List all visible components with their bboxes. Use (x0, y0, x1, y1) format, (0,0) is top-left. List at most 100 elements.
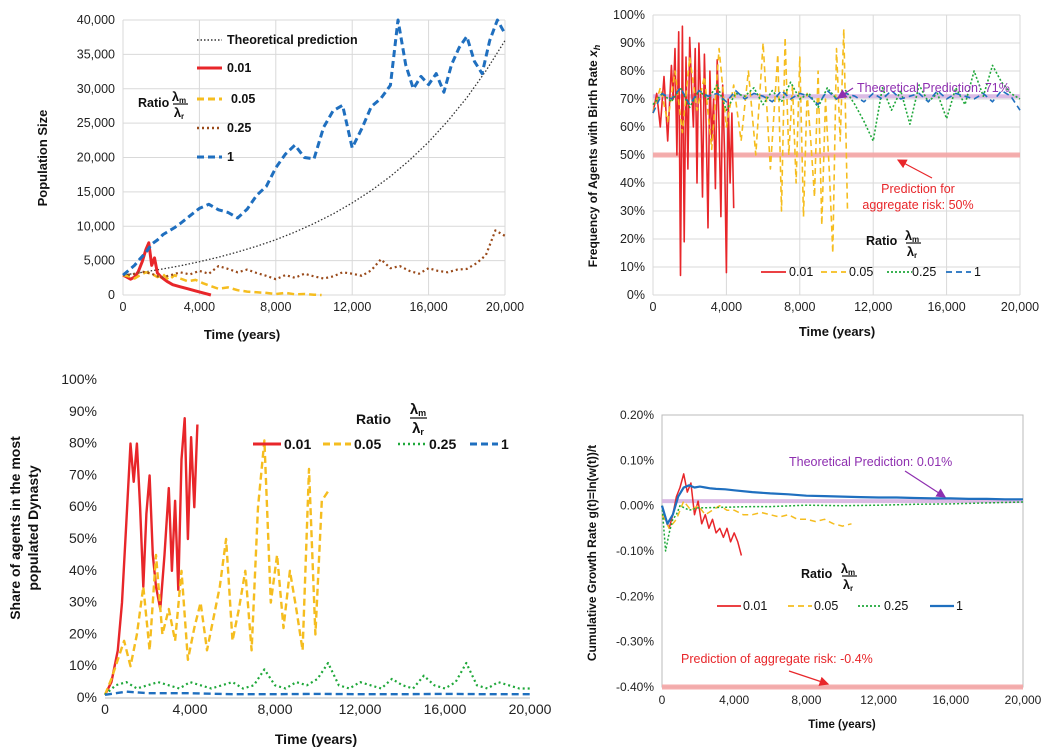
legend-label-025: 0.25 (884, 599, 908, 613)
legend-label-025: 0.25 (912, 265, 936, 279)
y-tick-label: -0.20% (616, 589, 654, 603)
y-tick-label: 20% (69, 625, 97, 641)
legend: Ratio λm λr 0.01 0.05 0.25 1 (253, 401, 509, 452)
legend-label-001: 0.01 (227, 61, 251, 75)
y-tick-label: 30% (69, 594, 97, 610)
legend-label-001: 0.01 (284, 436, 311, 452)
legend-label-025: 0.25 (429, 436, 456, 452)
y-tick-label: 0.20% (620, 408, 654, 422)
x-axis-label: Time (years) (799, 324, 875, 339)
x-tick-label: 8,000 (260, 300, 291, 314)
y-tick-label: 70% (69, 466, 97, 482)
y-tick-label: 0% (77, 689, 97, 705)
x-tick-label: 16,000 (927, 300, 965, 314)
x-tick-label: 0 (101, 701, 109, 717)
x-tick-label: 16,000 (932, 693, 969, 707)
series-line-025 (122, 229, 506, 281)
svg-text:λm: λm (905, 228, 919, 244)
x-tick-label: 12,000 (333, 300, 371, 314)
series-line-005 (122, 271, 322, 297)
y-tick-label: 90% (69, 403, 97, 419)
x-tick-label: 12,000 (860, 693, 897, 707)
svg-text:λm: λm (410, 401, 426, 418)
legend: Theoretical prediction 0.01 0.05 0.25 1 … (138, 33, 358, 164)
y-tick-label: 15,000 (77, 185, 115, 199)
x-tick-label: 16,000 (409, 300, 447, 314)
x-tick-label: 20,000 (1005, 693, 1042, 707)
legend-label-005: 0.05 (231, 92, 255, 106)
legend-label-1: 1 (501, 436, 509, 452)
x-tick-label: 8,000 (784, 300, 815, 314)
x-tick-label: 20,000 (486, 300, 524, 314)
svg-text:λm: λm (172, 89, 186, 105)
annotation-arrow-aggregate (788, 670, 830, 686)
annotation-theory: Theoretical Prediction: 0.01% (789, 455, 952, 469)
series-line-1 (104, 690, 530, 696)
svg-text:λm: λm (841, 561, 855, 577)
svg-text:λr: λr (412, 420, 424, 437)
svg-text:λr: λr (843, 577, 853, 593)
x-axis-label: Time (years) (808, 719, 876, 731)
x-tick-label: 12,000 (339, 701, 382, 717)
y-axis-label: Cumulative Growth Rate g(t)=ln(w(t))/t (585, 445, 599, 661)
frequency-panel: 0% 10% 20% 30% 40% 50% 60% 70% 80% 90% 100% 0 4,000 8… (586, 8, 1039, 339)
y-tick-label: 50% (620, 148, 645, 162)
legend-label-1: 1 (227, 150, 234, 164)
legend-label-001: 0.01 (743, 599, 767, 613)
y-tick-label: 10% (620, 260, 645, 274)
legend: Ratio λm λr 0.01 0.05 0.25 1 (761, 228, 981, 279)
growth-panel: 0.20% 0.10% 0.00% -0.10% -0.20% -0.30% -0.40% 0… (585, 408, 1042, 731)
series-line-1 (122, 18, 507, 277)
x-tick-label: 0 (120, 300, 127, 314)
ratio-fraction: λm λr (410, 401, 427, 437)
y-tick-label: 40,000 (77, 13, 115, 27)
x-axis-label: Time (years) (275, 731, 357, 747)
legend-label-theory: Theoretical prediction (227, 33, 358, 47)
series-line-001 (122, 241, 212, 297)
y-tick-label: 80% (620, 64, 645, 78)
series-line-001 (652, 25, 735, 277)
series-line-1 (652, 87, 1021, 114)
x-tick-label: 4,000 (184, 300, 215, 314)
annotation-arrow-theory (904, 470, 947, 498)
x-tick-label: 20,000 (1001, 300, 1039, 314)
y-tick-label: 70% (620, 92, 645, 106)
legend-title: Ratio (801, 567, 833, 581)
y-tick-label: 0 (108, 288, 115, 302)
series-line-005 (103, 439, 330, 696)
y-tick-label: -0.10% (616, 544, 654, 558)
y-tick-label: 35,000 (77, 47, 115, 61)
series-line-025 (661, 501, 1024, 552)
x-tick-label: 4,000 (172, 701, 207, 717)
y-axis-label: Population Size (35, 110, 50, 207)
legend-label-1: 1 (974, 265, 981, 279)
series-line-1 (660, 484, 1023, 525)
y-tick-label: 100% (61, 371, 97, 387)
x-tick-label: 16,000 (424, 701, 467, 717)
x-tick-label: 0 (650, 300, 657, 314)
x-tick-label: 20,000 (509, 701, 552, 717)
x-tick-label: 4,000 (719, 693, 749, 707)
x-tick-label: 12,000 (854, 300, 892, 314)
legend-label-1: 1 (956, 599, 963, 613)
y-axis-label-line1: Share of agents in the most (7, 436, 23, 620)
annotation-theory: Theoretical Prediction: 71% (857, 81, 1010, 95)
y-tick-label: -0.30% (616, 635, 654, 649)
y-tick-label: 0.00% (620, 499, 654, 513)
dynasty-panel: 0% 10% 20% 30% 40% 50% 60% 70% 80% 90% 100% 0 4,000 8… (7, 371, 552, 747)
y-tick-label: 10% (69, 657, 97, 673)
svg-text:λr: λr (907, 244, 917, 260)
annotation-aggregate: Prediction of aggregate risk: -0.4% (681, 652, 873, 666)
annotation-aggregate-line2: aggregate risk: 50% (862, 198, 973, 212)
y-tick-label: 80% (69, 435, 97, 451)
x-tick-label: 8,000 (257, 701, 292, 717)
y-tick-label: 50% (69, 530, 97, 546)
y-tick-label: 30% (620, 204, 645, 218)
legend-label-005: 0.05 (814, 599, 838, 613)
legend-title: Ratio (138, 96, 170, 110)
legend-label-001: 0.01 (789, 265, 813, 279)
y-tick-label: 30,000 (77, 82, 115, 96)
ratio-fraction: λm λr (172, 89, 188, 121)
annotation-arrow-theory (837, 87, 854, 99)
